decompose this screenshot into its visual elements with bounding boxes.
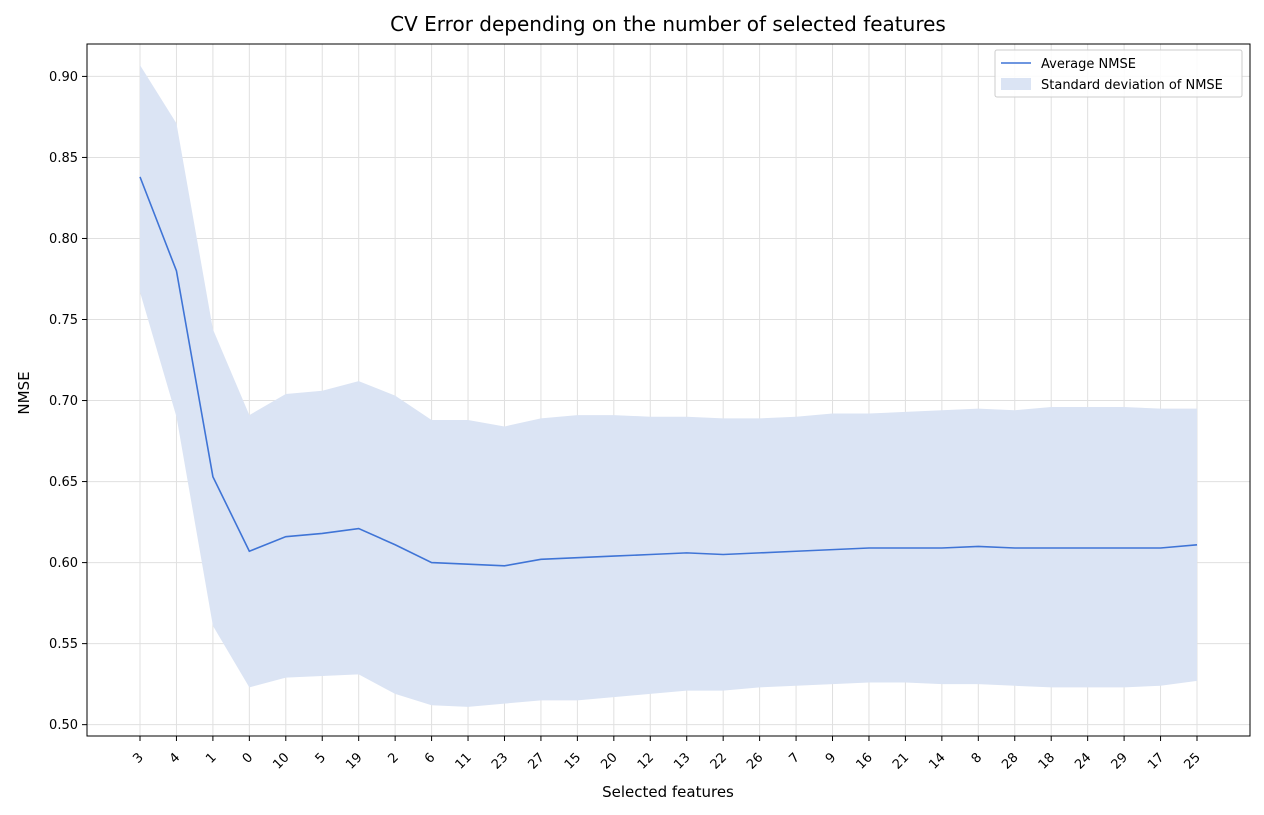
x-axis-label: Selected features: [602, 783, 734, 801]
x-tick-label-19: 19: [343, 750, 365, 772]
x-tick-label-17: 17: [1145, 750, 1167, 772]
x-ticks: 3 4 1 0 10 5 19 2 6 11 23 27 15 20 12 13 22 26 7 9 16 21 14 8 28…: [130, 736, 1204, 773]
legend-label-average: Average NMSE: [1041, 57, 1136, 72]
x-tick-label-12: 12: [635, 750, 657, 772]
x-tick-label-26: 26: [744, 750, 766, 772]
x-tick-label-10: 10: [270, 750, 292, 772]
x-tick-label-29: 29: [1109, 750, 1131, 772]
x-tick-label-22: 22: [708, 750, 730, 772]
y-tick-label-0.90: 0.90: [49, 70, 78, 85]
x-tick-label-24: 24: [1072, 750, 1094, 772]
plot-frame: [86, 43, 1251, 737]
legend-band-swatch: [1001, 78, 1031, 90]
x-tick-label-21: 21: [890, 750, 912, 772]
y-tick-label-0.70: 0.70: [49, 394, 78, 409]
x-tick-label-28: 28: [999, 750, 1021, 772]
legend-box: [994, 49, 1243, 98]
x-tick-label-4: 4: [167, 750, 183, 766]
x-tick-label-3: 3: [130, 750, 146, 766]
legend: Average NMSE Standard deviation of NMSE: [994, 49, 1243, 98]
std-band: [140, 65, 1197, 707]
x-tick-label-7: 7: [786, 750, 802, 766]
x-tick-label-23: 23: [489, 750, 511, 772]
chart-title: CV Error depending on the number of sele…: [390, 12, 946, 36]
std-band-area: [140, 65, 1197, 707]
average-nmse-line: [139, 176, 1198, 567]
x-tick-label-11: 11: [453, 750, 475, 772]
x-tick-label-15: 15: [562, 750, 584, 772]
x-tick-label-5: 5: [313, 750, 329, 766]
y-tick-label-0.80: 0.80: [49, 232, 78, 247]
x-tick-label-27: 27: [525, 750, 547, 772]
x-tick-label-13: 13: [671, 750, 693, 772]
y-tick-label-0.60: 0.60: [49, 556, 78, 571]
legend-label-std: Standard deviation of NMSE: [1041, 78, 1223, 93]
y-tick-label-0.50: 0.50: [49, 718, 78, 733]
x-tick-label-16: 16: [853, 750, 875, 772]
y-tick-label-0.65: 0.65: [49, 475, 78, 490]
y-axis-label: NMSE: [15, 371, 33, 414]
y-tick-label-0.85: 0.85: [49, 151, 78, 166]
x-tick-label-25: 25: [1182, 750, 1204, 772]
x-tick-label-1: 1: [203, 750, 219, 766]
x-tick-label-14: 14: [926, 750, 948, 772]
y-tick-label-0.75: 0.75: [49, 313, 78, 328]
y-ticks: 0.50 0.55 0.60 0.65 0.70 0.75 0.80 0.85 0.90: [49, 70, 87, 733]
x-tick-label-20: 20: [598, 750, 620, 772]
x-tick-label-0: 0: [240, 750, 256, 766]
x-tick-label-6: 6: [422, 750, 438, 766]
x-tick-label-2: 2: [386, 750, 402, 766]
y-tick-label-0.55: 0.55: [49, 637, 78, 652]
x-tick-label-18: 18: [1036, 750, 1058, 772]
x-tick-label-9: 9: [823, 750, 839, 766]
average-line: [139, 176, 1198, 567]
x-tick-label-8: 8: [969, 750, 985, 766]
